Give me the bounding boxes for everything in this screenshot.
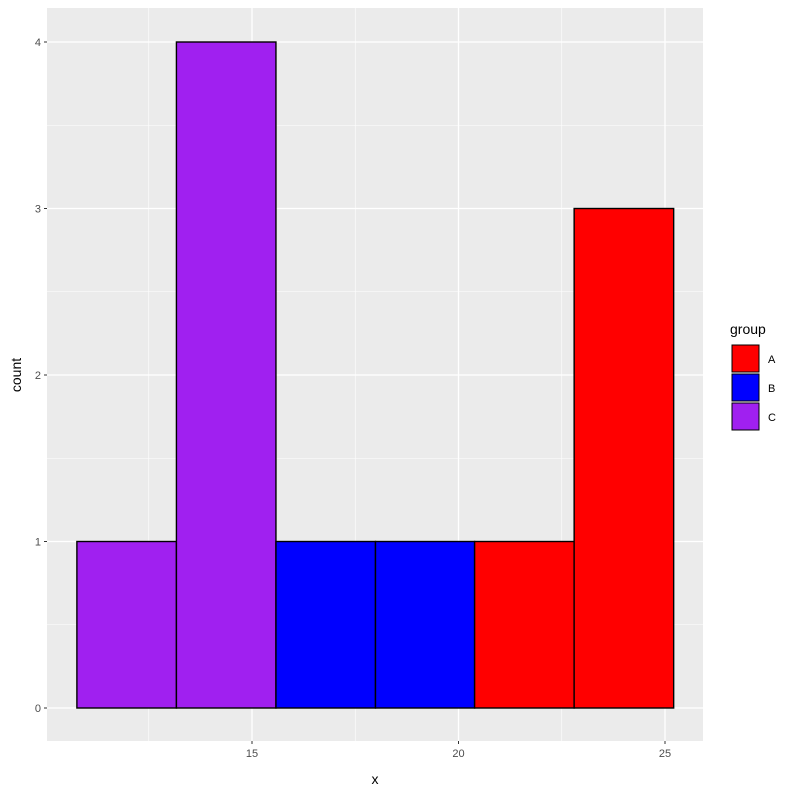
y-axis: 0 1 2 3 4	[35, 37, 47, 715]
histogram-bar-a	[473, 540, 575, 709]
legend-key-b	[731, 373, 760, 402]
x-axis-title: x	[372, 771, 379, 787]
legend-label-a: A	[768, 354, 776, 366]
y-tick-label: 2	[35, 370, 41, 382]
y-tick-label: 0	[35, 703, 41, 715]
y-tick-label: 3	[35, 204, 41, 216]
histogram-bars	[76, 41, 675, 709]
y-tick-label: 1	[35, 537, 41, 549]
histogram-bar-c	[76, 540, 178, 709]
legend-key-a	[731, 344, 760, 373]
x-tick-label: 25	[659, 748, 671, 760]
legend-label-b: B	[768, 383, 775, 395]
y-tick-label: 4	[35, 37, 41, 49]
x-axis: 15 20 25	[246, 741, 671, 760]
legend-title: group	[730, 321, 766, 337]
legend-label-c: C	[768, 412, 776, 424]
x-tick-label: 20	[452, 748, 464, 760]
histogram-bar-b	[275, 540, 377, 709]
legend-key-c	[731, 402, 760, 431]
histogram-bar-c	[175, 41, 277, 709]
x-tick-label: 15	[246, 748, 258, 760]
histogram-bar-b	[374, 540, 476, 709]
y-axis-title: count	[8, 358, 24, 392]
histogram-bar-a	[573, 207, 675, 709]
legend: group A B C	[730, 321, 776, 431]
